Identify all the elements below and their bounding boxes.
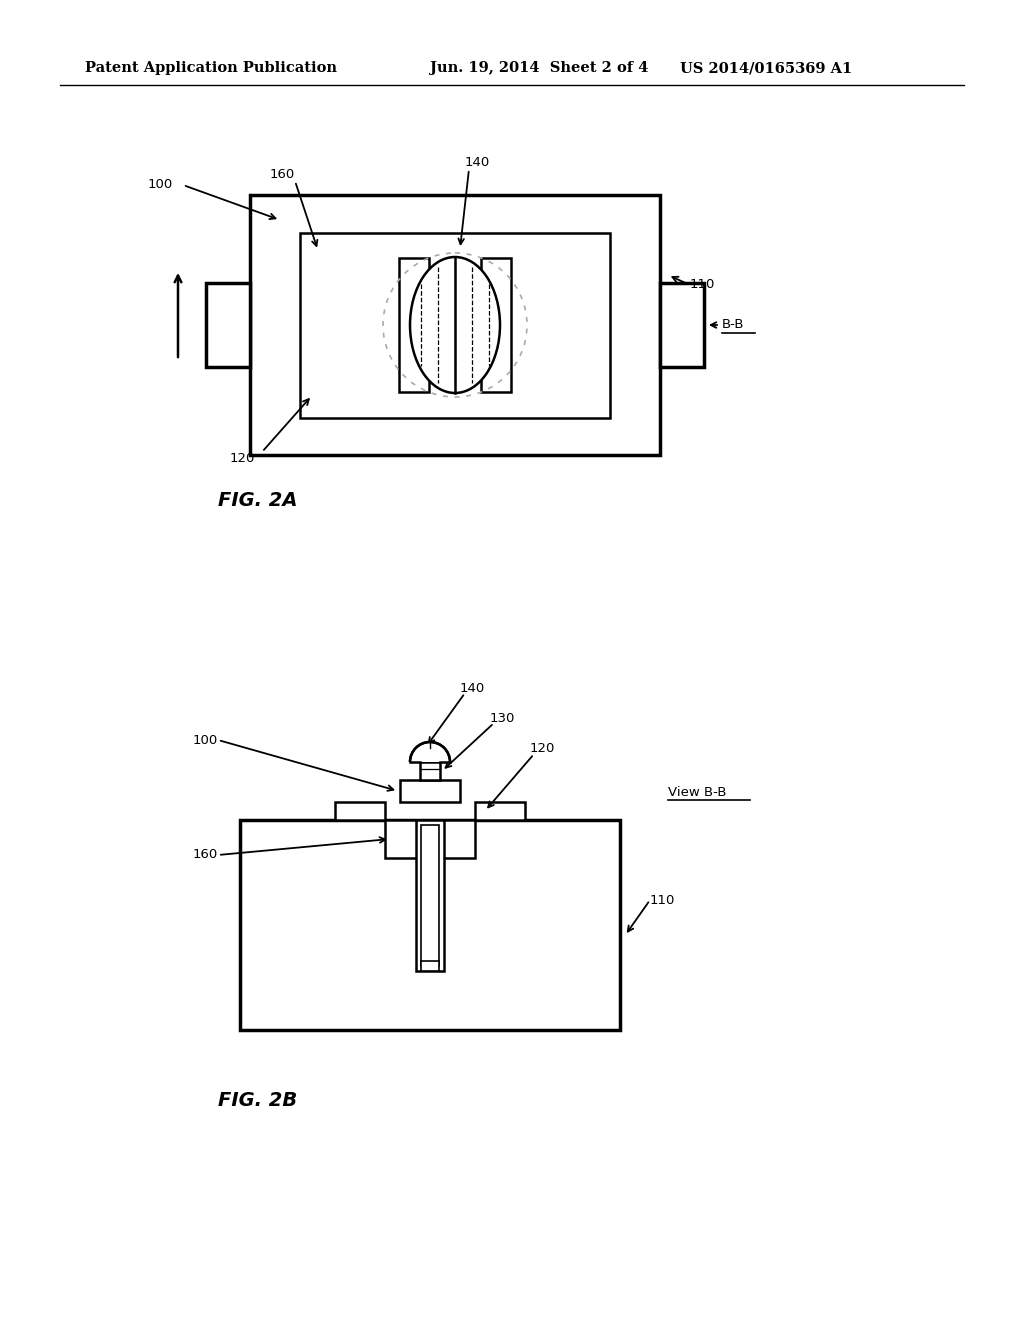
Bar — [660, 284, 705, 367]
Bar — [400, 780, 460, 803]
Text: 120: 120 — [530, 742, 555, 755]
Bar — [421, 961, 439, 972]
Bar — [420, 762, 440, 780]
Ellipse shape — [410, 257, 500, 393]
Text: Patent Application Publication: Patent Application Publication — [85, 61, 337, 75]
Bar — [481, 259, 511, 392]
Bar — [240, 820, 620, 1030]
Text: 100: 100 — [148, 178, 173, 191]
Text: 130: 130 — [490, 711, 515, 725]
Bar — [421, 825, 439, 966]
Bar — [475, 803, 525, 820]
Text: FIG. 2A: FIG. 2A — [218, 491, 298, 510]
Bar — [416, 820, 444, 972]
Text: 160: 160 — [193, 849, 218, 862]
Text: FIG. 2B: FIG. 2B — [218, 1090, 297, 1110]
Bar — [250, 195, 660, 455]
Text: 140: 140 — [460, 681, 485, 694]
Bar — [399, 259, 429, 392]
Bar — [335, 803, 385, 820]
Text: 160: 160 — [270, 169, 295, 181]
Text: 120: 120 — [230, 451, 255, 465]
Text: US 2014/0165369 A1: US 2014/0165369 A1 — [680, 61, 852, 75]
Text: View B-B: View B-B — [668, 787, 726, 800]
Text: 110: 110 — [690, 279, 716, 292]
Bar — [300, 232, 610, 417]
Bar — [385, 820, 475, 858]
Text: Jun. 19, 2014  Sheet 2 of 4: Jun. 19, 2014 Sheet 2 of 4 — [430, 61, 648, 75]
Text: 110: 110 — [650, 894, 676, 907]
Text: 140: 140 — [465, 157, 490, 169]
Text: 100: 100 — [193, 734, 218, 747]
Wedge shape — [410, 742, 450, 762]
Text: B-B: B-B — [722, 318, 744, 331]
Bar — [206, 284, 250, 367]
